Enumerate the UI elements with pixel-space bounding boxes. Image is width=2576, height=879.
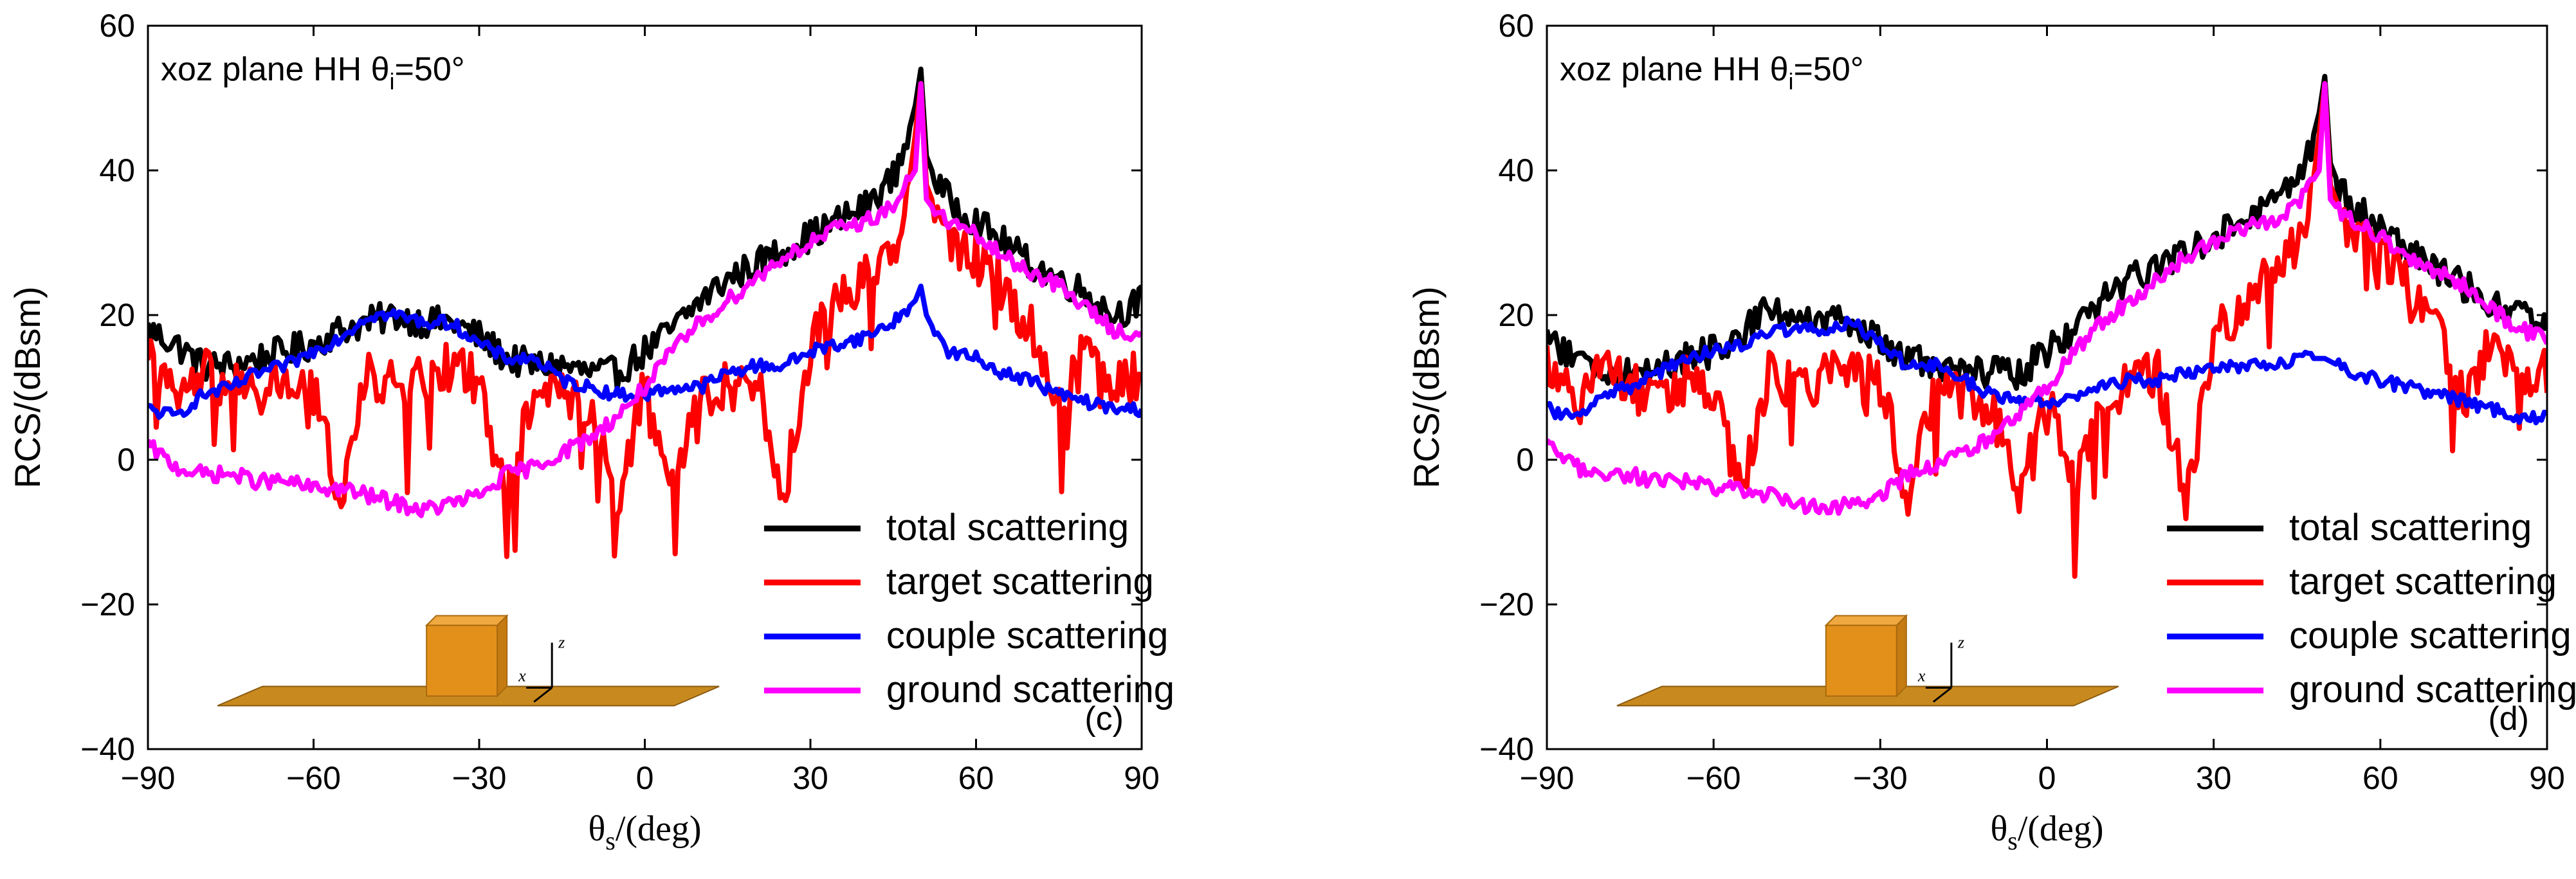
y-tick-label: −20	[80, 586, 135, 622]
y-tick-label: −20	[1479, 586, 1534, 622]
plot-annotation: xoz plane HH θi=50°	[1560, 51, 1864, 95]
axis-z-label: z	[558, 633, 565, 652]
x-axis-label-sub: s	[605, 826, 616, 855]
series-line-ground-scattering	[148, 81, 1142, 518]
legend-label: total scattering	[886, 507, 1129, 548]
target-cube	[426, 624, 498, 697]
x-axis-label-tail: /(deg)	[616, 809, 702, 849]
y-tick-label: 0	[1516, 442, 1534, 478]
target-cube	[1825, 624, 1897, 697]
axis-z-label: z	[1957, 633, 1964, 652]
x-tick-label: 0	[2038, 760, 2056, 796]
series-line-target-scattering	[148, 81, 1142, 559]
y-tick-label: 20	[99, 297, 135, 333]
legend-label: target scattering	[2289, 561, 2557, 603]
x-tick-label: −60	[1686, 760, 1741, 796]
series-line-target-scattering	[1547, 81, 2547, 579]
legend-label: couple scattering	[2289, 615, 2571, 657]
x-tick-label: −30	[1853, 760, 1908, 796]
x-axis-label-sub: s	[2007, 826, 2018, 855]
legend-label: total scattering	[2289, 507, 2532, 548]
panel-label: (d)	[2488, 700, 2529, 738]
x-tick-label: 30	[792, 760, 828, 796]
axis-x-label: x	[1917, 667, 1926, 685]
annotation-tail: =50°	[1794, 51, 1864, 88]
x-tick-label: 60	[958, 760, 994, 796]
series-line-total-scattering	[148, 66, 1142, 392]
annotation-tail: =50°	[395, 51, 465, 88]
y-tick-label: 20	[1498, 297, 1534, 333]
y-tick-label: −40	[1479, 731, 1534, 767]
x-axis-label: θs/(deg)	[588, 809, 701, 855]
legend-label: ground scattering	[2289, 669, 2576, 711]
annotation-sub: i	[390, 68, 395, 95]
x-tick-label: 90	[1124, 760, 1160, 796]
target-cube-side	[1895, 614, 1907, 698]
y-tick-label: −40	[80, 731, 135, 767]
y-tick-label: 60	[1498, 8, 1534, 44]
plot-annotation: xoz plane HH θi=50°	[161, 51, 465, 95]
annotation-main: xoz plane HH θ	[1560, 51, 1789, 88]
y-tick-label: 40	[99, 152, 135, 188]
x-tick-label: −30	[452, 760, 507, 796]
series-line-total-scattering	[1547, 73, 2547, 391]
legend-label: target scattering	[886, 561, 1154, 603]
x-tick-label: 60	[2362, 760, 2398, 796]
chart-panel-c: zx−90 −60 −30 0 30 60 90−40−200204060θs/(deg)R…	[7, 8, 1174, 855]
series-line-couple-scattering	[1547, 315, 2547, 426]
inset-illustration: zx	[1616, 614, 2119, 707]
series-line-ground-scattering	[1547, 81, 2547, 516]
x-tick-label: 90	[2529, 760, 2565, 796]
annotation-sub: i	[1789, 68, 1794, 95]
annotation-main: xoz plane HH θ	[161, 51, 390, 88]
y-axis-label: RCS/(dBsm)	[1406, 286, 1447, 488]
series-group	[148, 66, 1142, 559]
y-tick-label: 40	[1498, 152, 1534, 188]
x-tick-label: −90	[1520, 760, 1575, 796]
legend-label: ground scattering	[886, 669, 1174, 711]
y-axis-label: RCS/(dBsm)	[7, 286, 48, 488]
legend-label: couple scattering	[886, 615, 1168, 657]
x-axis-label-tail: /(deg)	[2018, 809, 2104, 849]
legend: total scattering target scattering couple …	[763, 507, 1174, 711]
x-tick-label: −60	[286, 760, 341, 796]
axis-x-label: x	[518, 667, 526, 685]
y-tick-label: 0	[117, 442, 135, 478]
panel-label: (c)	[1084, 700, 1124, 738]
target-cube-top	[1824, 615, 1908, 626]
chart-panel-d: zx−90 −60 −30 0 30 60 90−40−200204060θs/(deg)R…	[1406, 8, 2576, 855]
x-tick-label: 0	[636, 760, 654, 796]
axis-y-line	[1932, 687, 1952, 703]
target-cube-side	[497, 614, 508, 698]
y-tick-label: 60	[99, 8, 135, 44]
x-tick-label: 30	[2196, 760, 2232, 796]
axis-y-line	[533, 687, 553, 703]
x-axis-label-main: θ	[1990, 809, 2007, 849]
inset-illustration: zx	[217, 614, 720, 707]
x-axis-label: θs/(deg)	[1990, 809, 2103, 855]
x-tick-label: −90	[121, 760, 176, 796]
x-axis-label-main: θ	[588, 809, 605, 849]
series-group	[1547, 73, 2547, 579]
legend: total scattering target scattering couple …	[2167, 507, 2576, 711]
target-cube-top	[425, 615, 509, 626]
